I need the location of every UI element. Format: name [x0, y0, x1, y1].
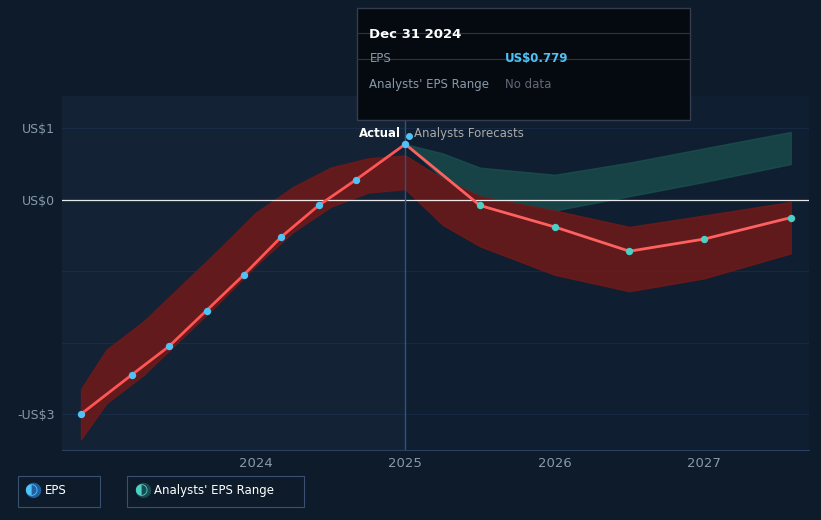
Point — [350, 176, 363, 184]
Point — [237, 270, 250, 279]
Text: No data: No data — [505, 78, 551, 91]
Text: EPS: EPS — [369, 52, 391, 65]
Point — [548, 223, 562, 231]
Point — [163, 342, 176, 350]
Point — [623, 247, 636, 255]
Point — [312, 201, 325, 210]
Text: Actual: Actual — [359, 127, 401, 140]
Text: Dec 31 2024: Dec 31 2024 — [369, 28, 462, 41]
Bar — [62, 96, 406, 450]
Text: Analysts Forecasts: Analysts Forecasts — [415, 127, 524, 140]
Point — [126, 371, 139, 379]
Point — [698, 235, 711, 243]
Point — [474, 201, 487, 210]
Text: ⬤: ⬤ — [134, 483, 151, 498]
Point — [200, 306, 213, 315]
Text: ◐: ◐ — [25, 483, 38, 498]
Text: ◐: ◐ — [134, 483, 147, 498]
Point — [275, 233, 288, 241]
Text: Analysts' EPS Range: Analysts' EPS Range — [154, 484, 274, 497]
Text: Analysts' EPS Range: Analysts' EPS Range — [369, 78, 489, 91]
Text: ⬤: ⬤ — [25, 483, 42, 498]
Text: EPS: EPS — [45, 484, 67, 497]
Point — [784, 214, 797, 222]
Point — [75, 410, 88, 418]
Text: US$0.779: US$0.779 — [505, 52, 568, 65]
Point — [399, 140, 412, 148]
